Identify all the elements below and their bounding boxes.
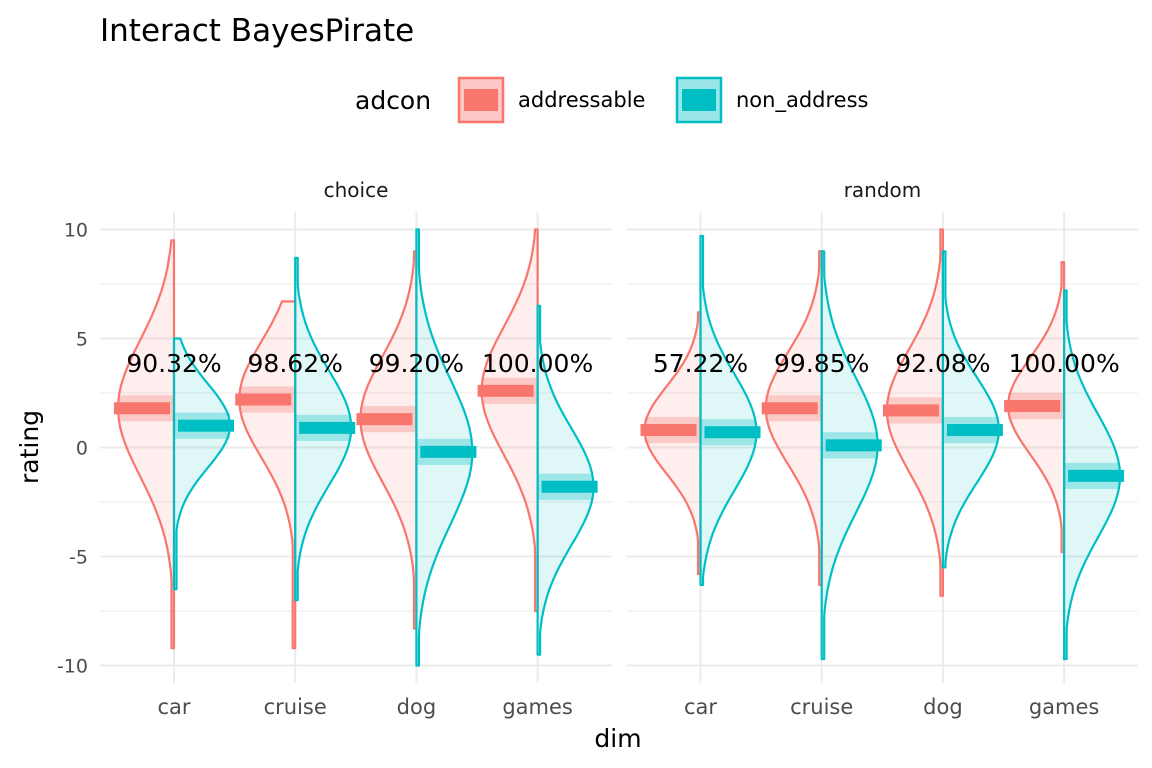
- mean-bar-non_address-dog: [946, 424, 1003, 437]
- legend-title: adcon: [355, 86, 431, 115]
- x-tick-label: games: [1029, 695, 1100, 719]
- panel-choice: choice 90.32% 98.62% 99.20% 100.00% car cruise…: [100, 178, 612, 719]
- probability-label-games: 100.00%: [1008, 349, 1119, 378]
- panel-random: random 57.22% 99.85% 92.08% 100.00% car cruise…: [627, 178, 1138, 719]
- mean-bar-non_address-car: [178, 419, 234, 432]
- violin-addressable-car: [116, 239, 176, 650]
- probability-label-car: 90.32%: [126, 349, 221, 378]
- facet-label-random: random: [844, 178, 922, 202]
- y-tick-label: 10: [64, 219, 88, 241]
- mean-bar-addressable-dog: [882, 404, 939, 417]
- mean-bar-addressable-cruise: [761, 402, 818, 415]
- violin-non_address-car: [172, 337, 232, 591]
- mean-bar-non_address-cruise: [299, 421, 356, 434]
- y-axis: 10 5 0 -5 -10: [57, 219, 88, 677]
- violin-addressable-dog: [359, 250, 418, 630]
- violin-non_address-dog: [941, 250, 1000, 569]
- mean-bar-non_address-dog: [420, 445, 477, 458]
- x-tick-label: car: [684, 695, 717, 719]
- legend-key-addressable: [457, 76, 505, 124]
- x-axis-label: dim: [594, 724, 641, 753]
- probability-label-dog: 92.08%: [895, 349, 990, 378]
- plot-panels: choice 90.32% 98.62% 99.20% 100.00% car cruise…: [100, 178, 1138, 719]
- violin-addressable-games: [480, 228, 539, 613]
- mean-bar-addressable-car: [114, 402, 170, 415]
- probability-label-car: 57.22%: [653, 349, 748, 378]
- violin-non_address-games: [536, 304, 595, 656]
- mean-bar-addressable-games: [1004, 400, 1061, 413]
- legend-label-addressable: addressable: [518, 88, 645, 112]
- facet-label-choice: choice: [324, 178, 389, 202]
- mean-bar-addressable-car: [640, 424, 697, 437]
- x-tick-label: car: [157, 695, 190, 719]
- x-tick-label: dog: [397, 695, 437, 719]
- chart-title: Interact BayesPirate: [100, 13, 414, 49]
- mean-bar-addressable-cruise: [235, 393, 292, 406]
- mean-bar-non_address-cruise: [825, 439, 882, 452]
- y-tick-label: 5: [76, 328, 88, 350]
- y-tick-label: 0: [76, 438, 88, 460]
- x-tick-label: games: [502, 695, 573, 719]
- probability-label-cruise: 98.62%: [248, 349, 343, 378]
- legend-key-non-address: [675, 76, 723, 124]
- y-axis-label: rating: [15, 410, 44, 484]
- x-tick-label: cruise: [264, 695, 327, 719]
- mean-bar-non_address-games: [541, 480, 598, 493]
- mean-bar-non_address-games: [1068, 469, 1125, 482]
- probability-label-dog: 99.20%: [369, 349, 464, 378]
- mean-bar-addressable-games: [477, 384, 534, 397]
- violin-non_address-car: [699, 234, 758, 586]
- legend-label-non-address: non_address: [736, 88, 868, 113]
- y-tick-label: -10: [57, 656, 88, 678]
- x-tick-label: dog: [923, 695, 963, 719]
- probability-label-games: 100.00%: [482, 349, 593, 378]
- violin-addressable-cruise: [764, 250, 823, 586]
- violin-addressable-cruise: [238, 300, 297, 650]
- mean-bar-non_address-car: [704, 426, 761, 439]
- legend: adcon addressable non_address: [355, 76, 868, 124]
- violin-addressable-car: [643, 311, 702, 576]
- y-tick-label: -5: [69, 547, 88, 569]
- probability-label-cruise: 99.85%: [774, 349, 869, 378]
- mean-bar-addressable-dog: [356, 413, 413, 426]
- x-tick-label: cruise: [790, 695, 853, 719]
